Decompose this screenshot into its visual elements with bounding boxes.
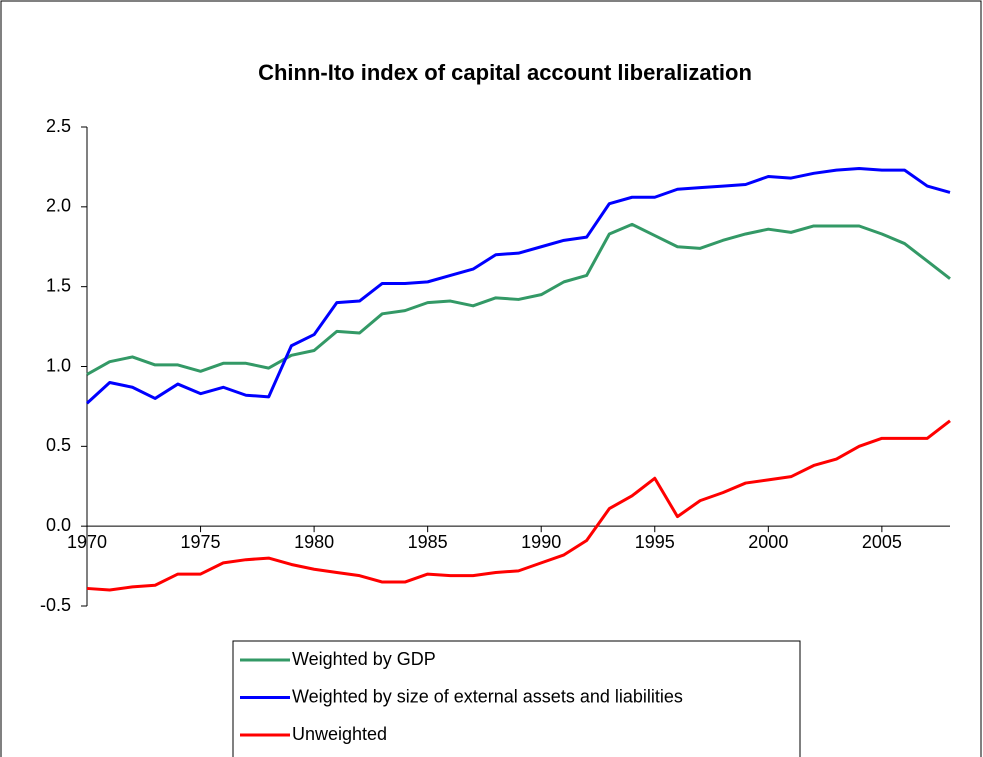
x-tick-label: 1990 xyxy=(521,532,561,552)
y-tick-label: 1.0 xyxy=(46,355,71,375)
series-line xyxy=(86,222,951,376)
x-tick-label: 2005 xyxy=(862,532,902,552)
x-tick-label: 2000 xyxy=(748,532,788,552)
y-tick-label: 2.0 xyxy=(46,196,71,216)
series-line xyxy=(86,419,951,592)
y-tick-label: 1.5 xyxy=(46,275,71,295)
legend-label: Weighted by size of external assets and … xyxy=(292,686,683,706)
x-tick-label: 1995 xyxy=(635,532,675,552)
chart-title: Chinn-Ito index of capital account liber… xyxy=(258,60,752,85)
y-tick-label: 0.0 xyxy=(46,515,71,535)
y-tick-label: 0.5 xyxy=(46,435,71,455)
series-line xyxy=(85,167,951,405)
y-tick-label: 2.5 xyxy=(46,116,71,136)
y-tick-label: -0.5 xyxy=(40,595,71,615)
x-tick-label: 1975 xyxy=(181,532,221,552)
x-tick-label: 1980 xyxy=(294,532,334,552)
x-tick-label: 1985 xyxy=(408,532,448,552)
legend-label: Unweighted xyxy=(292,724,387,744)
x-tick-label: 1970 xyxy=(67,532,107,552)
legend-label: Weighted by GDP xyxy=(292,649,436,669)
legend-box xyxy=(232,640,801,757)
